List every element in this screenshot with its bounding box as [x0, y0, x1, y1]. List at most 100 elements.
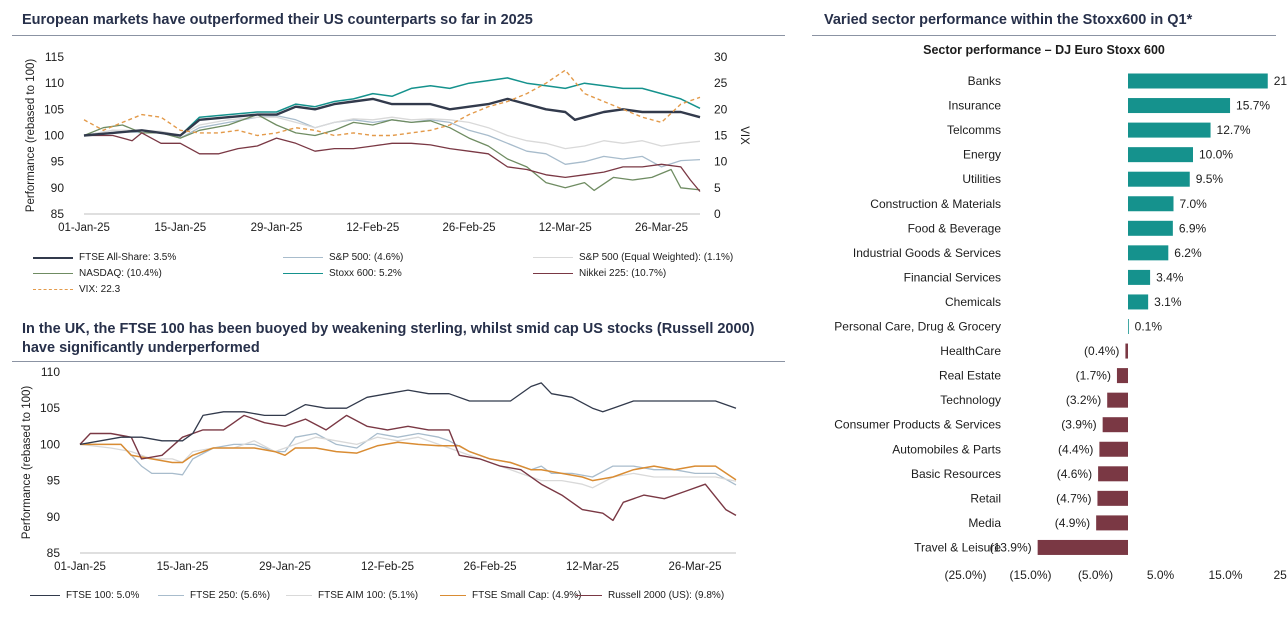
legend-item-ftse-small-cap-4-9: FTSE Small Cap: (4.9%) [440, 590, 581, 601]
right-divider [812, 35, 1276, 36]
sector-label-construction-materials: Construction & Materials [870, 197, 1001, 211]
legend-label: FTSE 250: (5.6%) [190, 590, 271, 601]
x-tick-label: 26-Feb-25 [463, 561, 516, 573]
legend-item-ftse-250-5-6: FTSE 250: (5.6%) [158, 590, 270, 601]
sector-label-technology: Technology [940, 393, 1001, 407]
sector-label-insurance: Insurance [948, 99, 1001, 113]
x-tick-label: 12-Mar-25 [539, 222, 592, 234]
x-tick-label: 26-Mar-25 [668, 561, 721, 573]
data-label: 0.1% [1135, 320, 1163, 334]
y-tick-label: 85 [51, 207, 65, 221]
sector-label-chemicals: Chemicals [945, 295, 1001, 309]
series-line-nikkei-225-10-7 [84, 132, 701, 192]
bar-energy [1128, 147, 1193, 163]
bar-basic-resources [1098, 466, 1128, 482]
data-label: 3.4% [1156, 270, 1184, 284]
y2-tick-label: 15 [714, 129, 728, 143]
y-tick-label: 110 [45, 76, 64, 90]
legend-label: NASDAQ: (10.4%) [79, 268, 162, 279]
y2-tick-label: 30 [714, 50, 728, 64]
data-label: 6.2% [1174, 246, 1202, 260]
legend-label: VIX: 22.3 [79, 284, 121, 295]
x-tick-label: (5.0%) [1078, 568, 1113, 582]
bar-healthcare [1125, 343, 1128, 359]
y2-axis-label: VIX [738, 126, 750, 145]
legend-swatch [33, 289, 73, 290]
legend-swatch [30, 595, 60, 596]
data-label: 12.7% [1217, 123, 1251, 137]
bar-construction-materials [1128, 196, 1174, 212]
sector-label-consumer-products-services: Consumer Products & Services [834, 418, 1001, 432]
legend-label: Russell 2000 (US): (9.8%) [608, 590, 725, 601]
x-tick-label: 15-Jan-25 [154, 222, 206, 234]
legend-label: S&P 500 (Equal Weighted): (1.1%) [579, 252, 734, 263]
legend-item-russell-2000-us-9-8: Russell 2000 (US): (9.8%) [576, 590, 724, 601]
legend-item-s-p-500-equal-weighted-1-1: S&P 500 (Equal Weighted): (1.1%) [533, 252, 733, 263]
y-tick-label: 105 [44, 102, 64, 116]
x-tick-label: 29-Jan-25 [251, 222, 303, 234]
bar-chemicals [1128, 294, 1149, 310]
data-label: 3.1% [1154, 295, 1182, 309]
legend-label: S&P 500: (4.6%) [329, 252, 404, 263]
series-line-nasdaq-10-4 [83, 113, 701, 192]
y2-tick-label: 0 [714, 207, 721, 221]
data-label: (4.7%) [1056, 491, 1091, 505]
x-tick-label: (15.0%) [1009, 568, 1051, 582]
legend-label: FTSE Small Cap: (4.9%) [472, 590, 582, 601]
x-tick-label: 15.0% [1208, 568, 1242, 582]
x-tick-label: 29-Jan-25 [259, 561, 311, 573]
y2-tick-label: 10 [714, 155, 728, 169]
data-label: (3.9%) [1061, 418, 1096, 432]
data-label: 9.5% [1196, 172, 1224, 186]
bar-automobiles-parts [1099, 441, 1128, 457]
legend-label: FTSE All-Share: 3.5% [79, 252, 177, 263]
x-tick-label: 01-Jan-25 [58, 222, 110, 234]
markets-line-chart: 85 90 95 100 105 110 115 0 5 10 15 20 25 30 01-Jan-25 1… [25, 50, 750, 234]
series-line-ftse-small-cap-4-9 [80, 441, 737, 482]
legend-swatch [576, 595, 602, 596]
y2-tick-label: 20 [714, 102, 728, 116]
series-line-vix-22-3 [83, 69, 701, 137]
data-label: 10.0% [1199, 148, 1233, 162]
sector-label-real-estate: Real Estate [939, 369, 1001, 383]
top-left-panel: European markets have outperformed their… [0, 0, 785, 310]
top-left-divider [12, 35, 785, 36]
data-label: 6.9% [1179, 221, 1207, 235]
legend-swatch [283, 273, 323, 274]
sector-label-media: Media [968, 516, 1001, 530]
legend-swatch [533, 257, 573, 258]
legend-swatch [33, 256, 73, 259]
y-tick-label: 90 [47, 510, 61, 524]
x-tick-label: 12-Mar-25 [566, 561, 619, 573]
bar-retail [1097, 490, 1128, 506]
data-label: (0.4%) [1084, 344, 1119, 358]
series-line-ftse-aim-100-5-1 [79, 436, 737, 489]
x-tick-label: 01-Jan-25 [54, 561, 106, 573]
sector-label-personal-care-drug-grocery: Personal Care, Drug & Grocery [834, 320, 1001, 334]
y2-tick-label: 25 [714, 76, 728, 90]
series-line-s-p-500-equal-weighted-1-1 [83, 116, 701, 150]
y-tick-label: 100 [40, 437, 60, 451]
bar-insurance [1128, 98, 1231, 114]
bar-banks [1128, 73, 1268, 89]
x-tick-label: 5.0% [1147, 568, 1175, 582]
top-left-title: European markets have outperformed their… [22, 12, 533, 28]
series-line-ftse-250-5-6 [80, 432, 737, 486]
data-label: (3.2%) [1066, 393, 1101, 407]
sector-label-telcomms: Telcomms [947, 123, 1001, 137]
right-title: Varied sector performance within the Sto… [824, 12, 1193, 28]
legend-item-stoxx-600-5-2: Stoxx 600: 5.2% [283, 268, 402, 279]
bottom-left-title: In the UK, the FTSE 100 has been buoyed … [22, 321, 755, 356]
data-label: 15.7% [1236, 99, 1270, 113]
legend-swatch [158, 595, 184, 596]
bar-real-estate [1116, 368, 1128, 384]
series-line-stoxx-600-5-2 [83, 77, 701, 137]
sector-label-basic-resources: Basic Resources [911, 467, 1001, 481]
bar-personal-care-drug-grocery [1128, 319, 1129, 334]
data-label: 21.5% [1274, 74, 1288, 88]
legend-swatch [283, 257, 323, 258]
y-tick-label: 110 [41, 365, 60, 379]
x-tick-label: 25.0% [1273, 568, 1288, 582]
right-panel: Varied sector performance within the Sto… [812, 0, 1288, 620]
x-tick-label: 15-Jan-25 [157, 561, 209, 573]
